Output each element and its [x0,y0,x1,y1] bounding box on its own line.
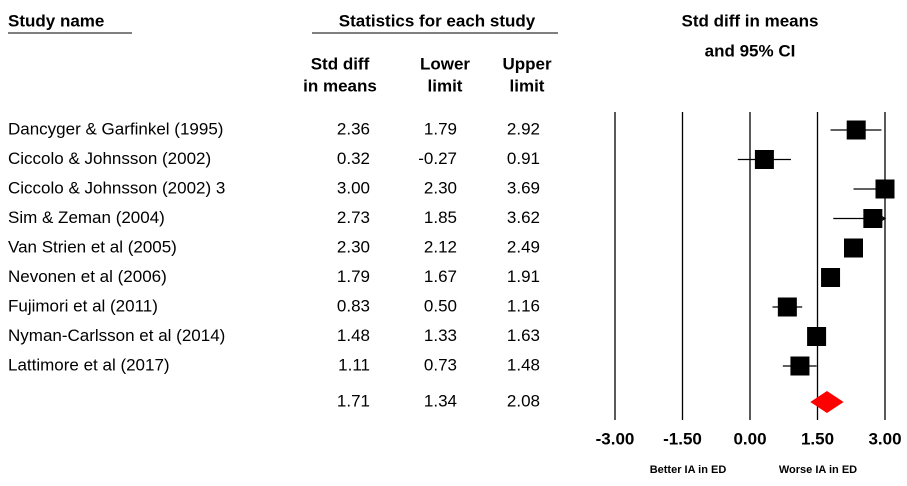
effect-marker [846,120,866,140]
value-label: 2.30 [424,178,457,197]
value-label: 3.00 [337,178,370,197]
effect-marker [844,238,863,258]
effect-marker [821,268,841,287]
value-label: 0.32 [337,149,370,168]
value-label: 1.91 [507,267,540,286]
value-label: 1.16 [507,296,540,315]
study-name: Fujimori et al (2011) [8,296,158,315]
value-label: 1.48 [337,326,370,345]
study-name: Sim & Zeman (2004) [8,208,165,227]
column-header: Lower [420,54,470,73]
column-header: in means [303,76,377,95]
x-tick-label: 0.00 [733,429,766,448]
x-axis-label: Better IA in ED [650,464,727,476]
study-name: Nevonen et al (2006) [8,267,167,286]
column-header: Std diff [311,54,370,73]
summary-label: 1.71 [337,391,370,410]
value-label: 0.50 [424,296,457,315]
value-label: 2.36 [337,119,370,138]
value-label: 3.69 [507,178,540,197]
value-label: 1.11 [338,355,370,374]
value-label: 2.73 [337,208,370,227]
value-label: 3.62 [507,208,540,227]
study-name: Dancyger & Garfinkel (1995) [8,119,223,138]
value-label: 2.92 [507,119,540,138]
value-label: 1.85 [424,208,457,227]
value-label: 2.49 [507,237,540,256]
effect-marker [754,150,774,169]
summary-diamond [810,391,844,413]
value-label: 1.79 [424,119,457,138]
x-tick-label: 1.50 [801,429,834,448]
value-label: 0.83 [337,296,370,315]
column-header: limit [510,76,545,95]
x-tick-label: -1.50 [663,429,702,448]
study-name: Van Strien et al (2005) [8,237,177,256]
stats-header: Statistics for each study [339,11,536,30]
summary-label: 2.08 [507,391,540,410]
plot-title: and 95% CI [705,41,796,60]
value-label: 2.12 [424,237,457,256]
study-name: Ciccolo & Johnsson (2002) [8,149,211,168]
effect-marker [777,297,797,317]
study-header: Study name [8,11,104,30]
x-axis-label: Worse IA in ED [779,464,857,476]
value-label: 1.33 [424,326,457,345]
value-label: 0.73 [424,355,457,374]
column-header: limit [428,76,463,95]
summary-label: 1.34 [424,391,457,410]
effect-marker [790,356,810,376]
value-label: 1.79 [337,267,370,286]
value-label: 1.63 [507,326,540,345]
effect-marker [863,209,883,228]
value-label: -0.27 [418,149,457,168]
study-name: Ciccolo & Johnsson (2002) 3 [8,178,225,197]
value-label: 2.30 [337,237,370,256]
value-label: 1.67 [424,267,457,286]
value-label: 1.48 [507,355,540,374]
column-header: Upper [502,54,552,73]
value-label: 0.91 [507,149,540,168]
study-name: Nyman-Carlsson et al (2014) [8,326,225,345]
effect-marker [875,179,895,199]
study-name: Lattimore et al (2017) [8,355,170,374]
effect-marker [807,327,827,346]
plot-title: Std diff in means [682,11,819,30]
x-tick-label: -3.00 [596,429,635,448]
x-tick-label: 3.00 [868,429,901,448]
